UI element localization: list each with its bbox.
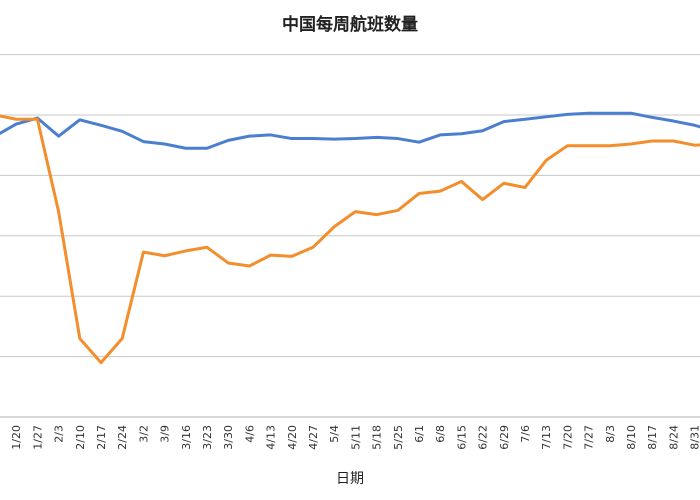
- x-tick-label: 5/11: [349, 425, 362, 450]
- x-tick-label: 4/20: [286, 425, 299, 450]
- x-tick-label: 8/3: [604, 425, 617, 443]
- x-tick-label: 6/22: [477, 425, 490, 450]
- x-tick-label: 6/1: [413, 425, 426, 443]
- x-tick-label: 3/30: [222, 425, 235, 450]
- x-tick-label: 5/4: [328, 425, 341, 443]
- x-tick-label: 8/31: [689, 425, 700, 450]
- x-tick-label: 2/17: [95, 425, 108, 450]
- x-tick-label: 3/16: [180, 425, 193, 450]
- x-tick-label: 2/24: [116, 425, 129, 450]
- x-tick-label: 4/6: [243, 425, 256, 443]
- x-tick-label: 6/29: [498, 425, 511, 450]
- x-tick-label: 6/8: [434, 425, 447, 443]
- x-tick-label: 1/13: [0, 425, 2, 450]
- chart-title: 中国每周航班数量: [282, 15, 418, 35]
- x-tick-label: 5/18: [371, 425, 384, 450]
- x-tick-label: 3/2: [137, 425, 150, 443]
- x-tick-label: 2/10: [74, 425, 87, 450]
- x-tick-label: 6/15: [455, 425, 468, 450]
- x-tick-label: 5/25: [392, 425, 405, 450]
- x-tick-label: 3/9: [159, 425, 172, 443]
- x-tick-label: 7/6: [519, 425, 532, 443]
- x-axis-label: 日期: [336, 471, 364, 487]
- x-tick-label: 1/27: [31, 425, 44, 450]
- x-tick-label: 8/17: [646, 425, 659, 450]
- x-tick-label: 8/10: [625, 425, 638, 450]
- x-tick-label: 8/24: [667, 425, 680, 450]
- x-tick-label: 7/13: [540, 425, 553, 450]
- x-tick-label: 7/20: [561, 425, 574, 450]
- x-tick-label: 1/20: [10, 425, 23, 450]
- x-tick-label: 2/3: [53, 425, 66, 443]
- series-line-1: [0, 114, 700, 365]
- x-tick-label: 7/27: [583, 425, 596, 450]
- x-tick-label: 4/27: [307, 425, 320, 450]
- series-line-0: [0, 111, 700, 150]
- x-tick-label: 4/13: [265, 425, 278, 450]
- x-tick-label: 3/23: [201, 425, 214, 450]
